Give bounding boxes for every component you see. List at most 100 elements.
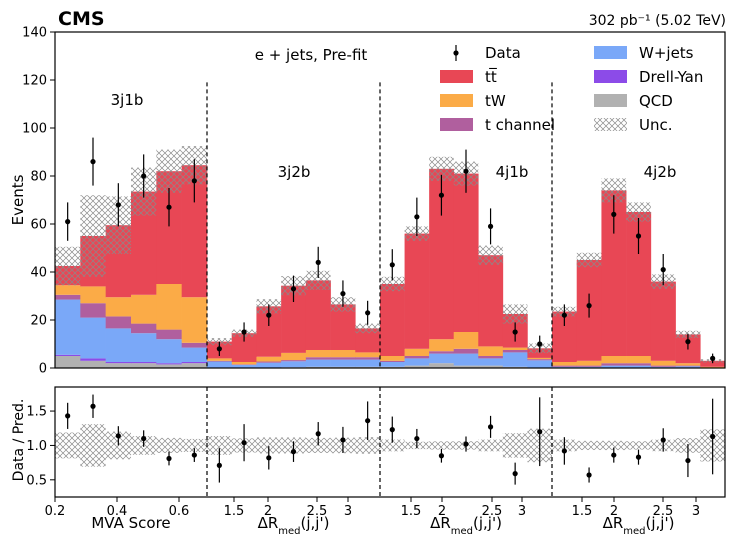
ratio-point bbox=[660, 437, 666, 443]
stack-bar-tW bbox=[281, 352, 307, 361]
legend-label: Data bbox=[485, 44, 521, 62]
legend-item-qcd: QCD bbox=[594, 92, 673, 110]
stack-bar-tchan bbox=[80, 303, 106, 318]
stack-bar-tW bbox=[453, 332, 479, 349]
stack-bar-ttbar bbox=[380, 284, 405, 356]
ratio-unc-band bbox=[80, 424, 106, 467]
data-point bbox=[586, 303, 592, 309]
data-point bbox=[635, 233, 642, 239]
legend-item-tchan: t channel bbox=[440, 116, 555, 134]
data-point bbox=[141, 173, 147, 179]
stack-bar-tW bbox=[181, 297, 208, 343]
legend-swatch bbox=[440, 94, 473, 107]
unc-band bbox=[80, 195, 106, 277]
stack-bar-tW bbox=[650, 360, 676, 366]
stack-bar-tchan bbox=[527, 359, 553, 361]
ratio-point bbox=[65, 413, 71, 419]
ratio-unc-band bbox=[429, 441, 454, 450]
stack-bar-tchan bbox=[453, 348, 479, 354]
stack-bar-tchan bbox=[355, 357, 381, 360]
stack-bar-qcd bbox=[404, 365, 430, 368]
data-point bbox=[389, 262, 395, 268]
ratio-point bbox=[414, 435, 420, 442]
region-label: 3j1b bbox=[111, 91, 144, 109]
stack-bar-dy bbox=[131, 362, 157, 364]
x-tick-label: 1.5 bbox=[401, 504, 422, 519]
ratio-point bbox=[141, 435, 147, 442]
x-axis-title: ΔRmed(j,j') bbox=[258, 514, 330, 534]
region-label: 3j2b bbox=[278, 163, 311, 181]
stack-bar-tW bbox=[601, 356, 627, 364]
stack-bar-tW bbox=[576, 360, 602, 366]
stack-bar-wjets bbox=[55, 299, 81, 355]
legend-label: tt̅ bbox=[485, 67, 498, 86]
ratio-unc-band bbox=[256, 437, 282, 454]
stack-bar-ttbar bbox=[404, 233, 430, 349]
unc-band bbox=[478, 245, 503, 265]
stack-bar-tchan bbox=[131, 323, 157, 334]
stack-bar-wjets bbox=[105, 328, 132, 362]
legend-item-data: Data bbox=[453, 44, 521, 62]
stack-bar-tW bbox=[156, 284, 182, 330]
data-point bbox=[241, 329, 247, 335]
ratio-unc-band bbox=[355, 437, 380, 454]
ratio-point bbox=[290, 449, 297, 455]
data-point bbox=[561, 312, 567, 318]
stack-bar-tW bbox=[105, 297, 132, 317]
main-panel: 3j1b 3j2b 4j1b 4j2b 0 20 40 60 80 100 120 140 bbox=[22, 26, 726, 377]
data-point bbox=[611, 211, 617, 217]
ratio-unc-band bbox=[601, 440, 627, 451]
x-tick-label: 0.4 bbox=[107, 504, 128, 519]
x-tick-label: 0.2 bbox=[45, 504, 66, 519]
stack-bar-tchan bbox=[601, 363, 627, 366]
stack-bar-tW bbox=[429, 339, 455, 352]
unc-band bbox=[156, 149, 182, 193]
luminosity-label: 302 pb⁻¹ (5.02 TeV) bbox=[589, 13, 726, 29]
stack-bar-tW bbox=[131, 294, 157, 324]
data-point bbox=[216, 346, 222, 352]
stack-bar-wjets bbox=[281, 361, 307, 368]
region-3j1b bbox=[55, 137, 208, 368]
stack-bar-wjets bbox=[131, 333, 157, 362]
legend-item-unc: Unc. bbox=[594, 116, 673, 134]
ratio-point bbox=[365, 418, 371, 424]
stack-bar-dy bbox=[80, 358, 106, 361]
region-3j2b bbox=[207, 246, 381, 368]
stack-bar-wjets bbox=[330, 359, 356, 367]
channel-label: e + jets, Pre-fit bbox=[255, 46, 368, 64]
unc-band bbox=[380, 276, 405, 292]
x-tick-label: 2.5 bbox=[653, 504, 674, 519]
ratio-point bbox=[512, 471, 518, 477]
stack-bar-qcd bbox=[181, 363, 208, 368]
ratio-y-axis-title: Data / Pred. bbox=[11, 399, 27, 482]
y-tick-label: 100 bbox=[22, 122, 47, 137]
legend-label: t channel bbox=[485, 116, 555, 134]
x-tick-label: 2 bbox=[438, 504, 446, 519]
stack-bar-wjets bbox=[626, 365, 652, 368]
stack-bar-qcd bbox=[156, 364, 182, 368]
data-point bbox=[115, 202, 121, 208]
stack-bar-wjets bbox=[231, 364, 257, 368]
data-point bbox=[463, 168, 469, 174]
stack-bar-dy bbox=[55, 354, 81, 356]
y-tick-label: 20 bbox=[30, 314, 47, 329]
legend-item-dy: Drell-Yan bbox=[594, 68, 703, 86]
stack-bar-wjets bbox=[380, 362, 405, 367]
legend-label: W+jets bbox=[639, 44, 694, 62]
stack-bar-dy bbox=[181, 362, 208, 364]
ratio-unc-band bbox=[380, 439, 405, 452]
ratio-y-tick-label: 1.5 bbox=[26, 405, 47, 420]
ratio-region-3j2b bbox=[207, 401, 380, 483]
stack-bar-tchan bbox=[380, 360, 405, 362]
stack-bar-wjets bbox=[527, 360, 553, 368]
stack-bar-tchan bbox=[105, 316, 132, 329]
stack-bar-wjets bbox=[478, 358, 504, 366]
ratio-point bbox=[635, 454, 642, 460]
main-frame bbox=[54, 31, 726, 369]
stack-bar-tchan bbox=[626, 363, 652, 366]
stack-bar-tW bbox=[478, 346, 504, 356]
stack-bar-tchan bbox=[404, 356, 430, 359]
ratio-frame bbox=[54, 386, 726, 498]
ratio-unc-band bbox=[207, 436, 232, 455]
stack-bar-tW bbox=[330, 350, 356, 358]
